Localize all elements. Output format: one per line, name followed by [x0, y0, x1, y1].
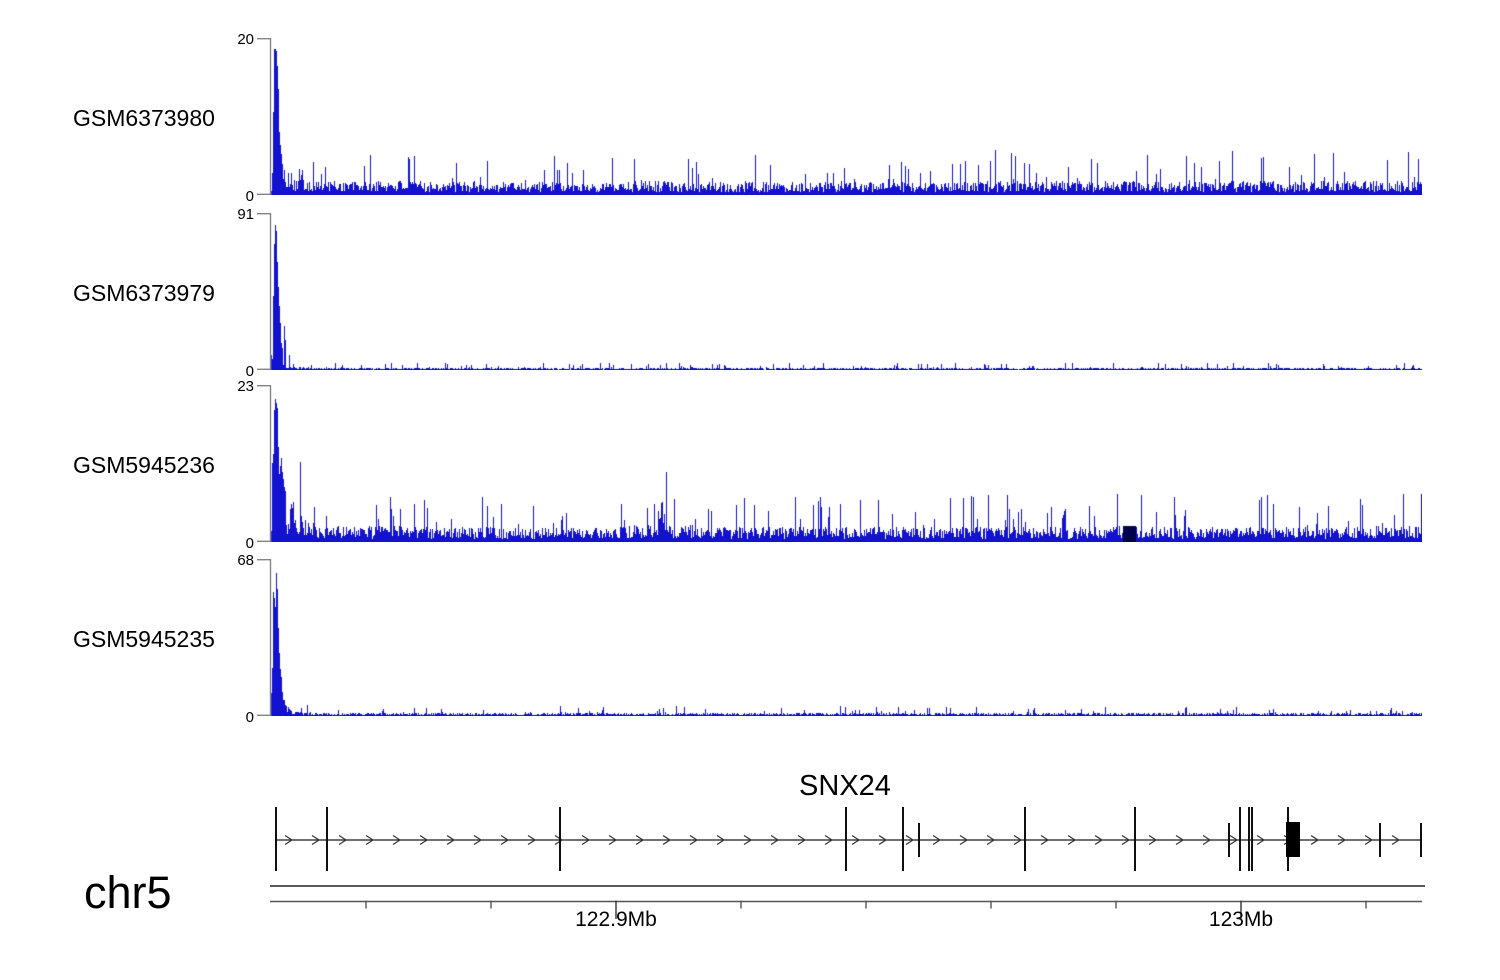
track4-ymax-label: 68 — [237, 552, 254, 569]
track4-ymin-label: 0 — [245, 709, 254, 726]
coverage-signal-track1 — [270, 38, 1422, 195]
track3-ymin-label: 0 — [245, 535, 254, 552]
coverage-signal-track3 — [270, 385, 1422, 542]
gene-name-label: SNX24 — [799, 770, 891, 802]
track2-ymax-label: 91 — [237, 206, 254, 223]
ruler-tick-label-122.9mb: 122.9Mb — [575, 908, 657, 931]
track3-ymax-label: 23 — [237, 378, 254, 395]
coverage-signal-track4 — [270, 559, 1422, 716]
track-label-gsm6373979: GSM6373979 — [73, 280, 215, 306]
track-label-gsm6373980: GSM6373980 — [73, 105, 215, 131]
track1-ymin-label: 0 — [245, 188, 254, 205]
coverage-signal-track2 — [270, 213, 1422, 370]
chromosome-label: chr5 — [84, 867, 172, 918]
track-label-gsm5945235: GSM5945235 — [73, 626, 215, 652]
ruler-tick-label-123mb: 123Mb — [1208, 908, 1274, 931]
track1-ymax-label: 20 — [237, 31, 254, 48]
track2-ymin-label: 0 — [245, 363, 254, 380]
track-label-gsm5945236: GSM5945236 — [73, 452, 215, 478]
